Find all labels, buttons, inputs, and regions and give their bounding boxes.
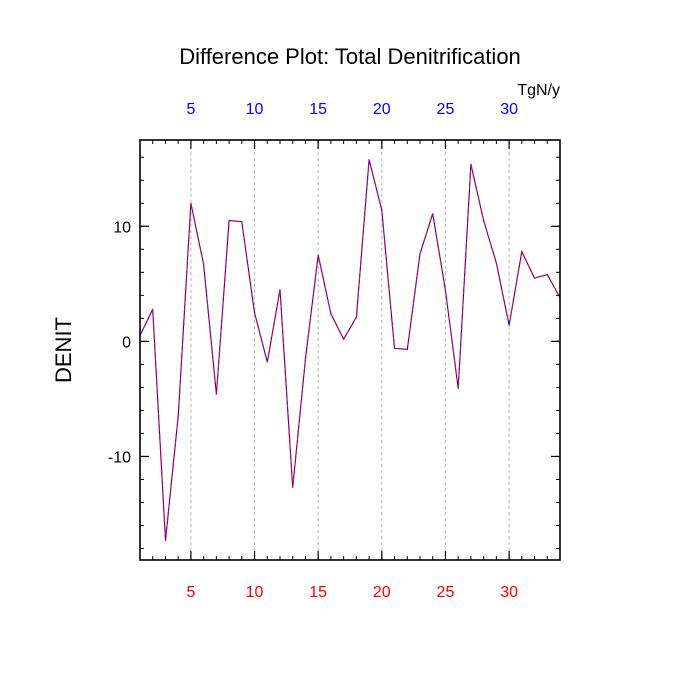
- data-point: [304, 358, 307, 360]
- x-tick-label-bottom: 20: [373, 584, 391, 601]
- units-label: TgN/y: [517, 82, 560, 99]
- data-point: [355, 316, 357, 318]
- x-tick-label-bottom: 5: [186, 584, 195, 601]
- axes: 5 5 10 10 15 15 20 20 25 25 30 30 -10 0 10: [108, 101, 561, 601]
- x-tick-label-bottom: 15: [309, 584, 327, 601]
- data-point: [253, 312, 256, 314]
- data-point: [393, 347, 396, 349]
- series-line-red: [139, 159, 561, 541]
- data-point: [203, 263, 205, 265]
- data-point: [381, 209, 383, 211]
- data-point: [330, 313, 332, 315]
- data-point: [279, 288, 281, 291]
- x-tick-label-top: 20: [373, 101, 391, 118]
- data-point: [533, 277, 536, 279]
- data-point: [521, 251, 523, 253]
- data-point: [483, 219, 485, 222]
- data-point: [368, 158, 370, 161]
- data-point: [406, 348, 408, 351]
- data-point: [419, 253, 421, 255]
- data-point: [241, 221, 243, 223]
- data-point: [432, 213, 434, 215]
- x-tick-label-top: 25: [437, 101, 455, 118]
- y-tick-label: -10: [108, 449, 131, 466]
- y-tick-label: 0: [122, 334, 131, 351]
- data-point: [164, 539, 167, 542]
- series-line-blue: [139, 159, 561, 541]
- y-axis-label: DENIT: [51, 317, 76, 383]
- data-point: [508, 324, 510, 326]
- data-point: [190, 202, 192, 204]
- x-tick-label-top: 30: [500, 101, 518, 118]
- data-point: [343, 338, 345, 340]
- data-point: [495, 262, 497, 264]
- x-tick-label-top: 15: [309, 101, 327, 118]
- x-tick-label-top: 10: [246, 101, 264, 118]
- data-point: [228, 219, 230, 222]
- plot-frame: [139, 139, 561, 561]
- data-point: [152, 308, 154, 310]
- x-tick-label-bottom: 25: [437, 584, 455, 601]
- y-tick-label: 10: [113, 219, 131, 236]
- data-point: [457, 387, 459, 390]
- data-point: [317, 254, 319, 256]
- data-point: [215, 393, 217, 395]
- x-tick-label-bottom: 30: [500, 584, 518, 601]
- data-point: [470, 163, 472, 165]
- data-point: [444, 290, 447, 292]
- x-tick-label-top: 5: [186, 101, 195, 118]
- data-point: [546, 274, 548, 276]
- data-series: [139, 158, 561, 542]
- data-point: [266, 361, 268, 363]
- data-point: [292, 486, 294, 489]
- data-point: [177, 415, 179, 417]
- x-tick-label-bottom: 10: [246, 584, 264, 601]
- grid-lines: [190, 140, 510, 560]
- chart-title: Difference Plot: Total Denitrification: [179, 44, 521, 69]
